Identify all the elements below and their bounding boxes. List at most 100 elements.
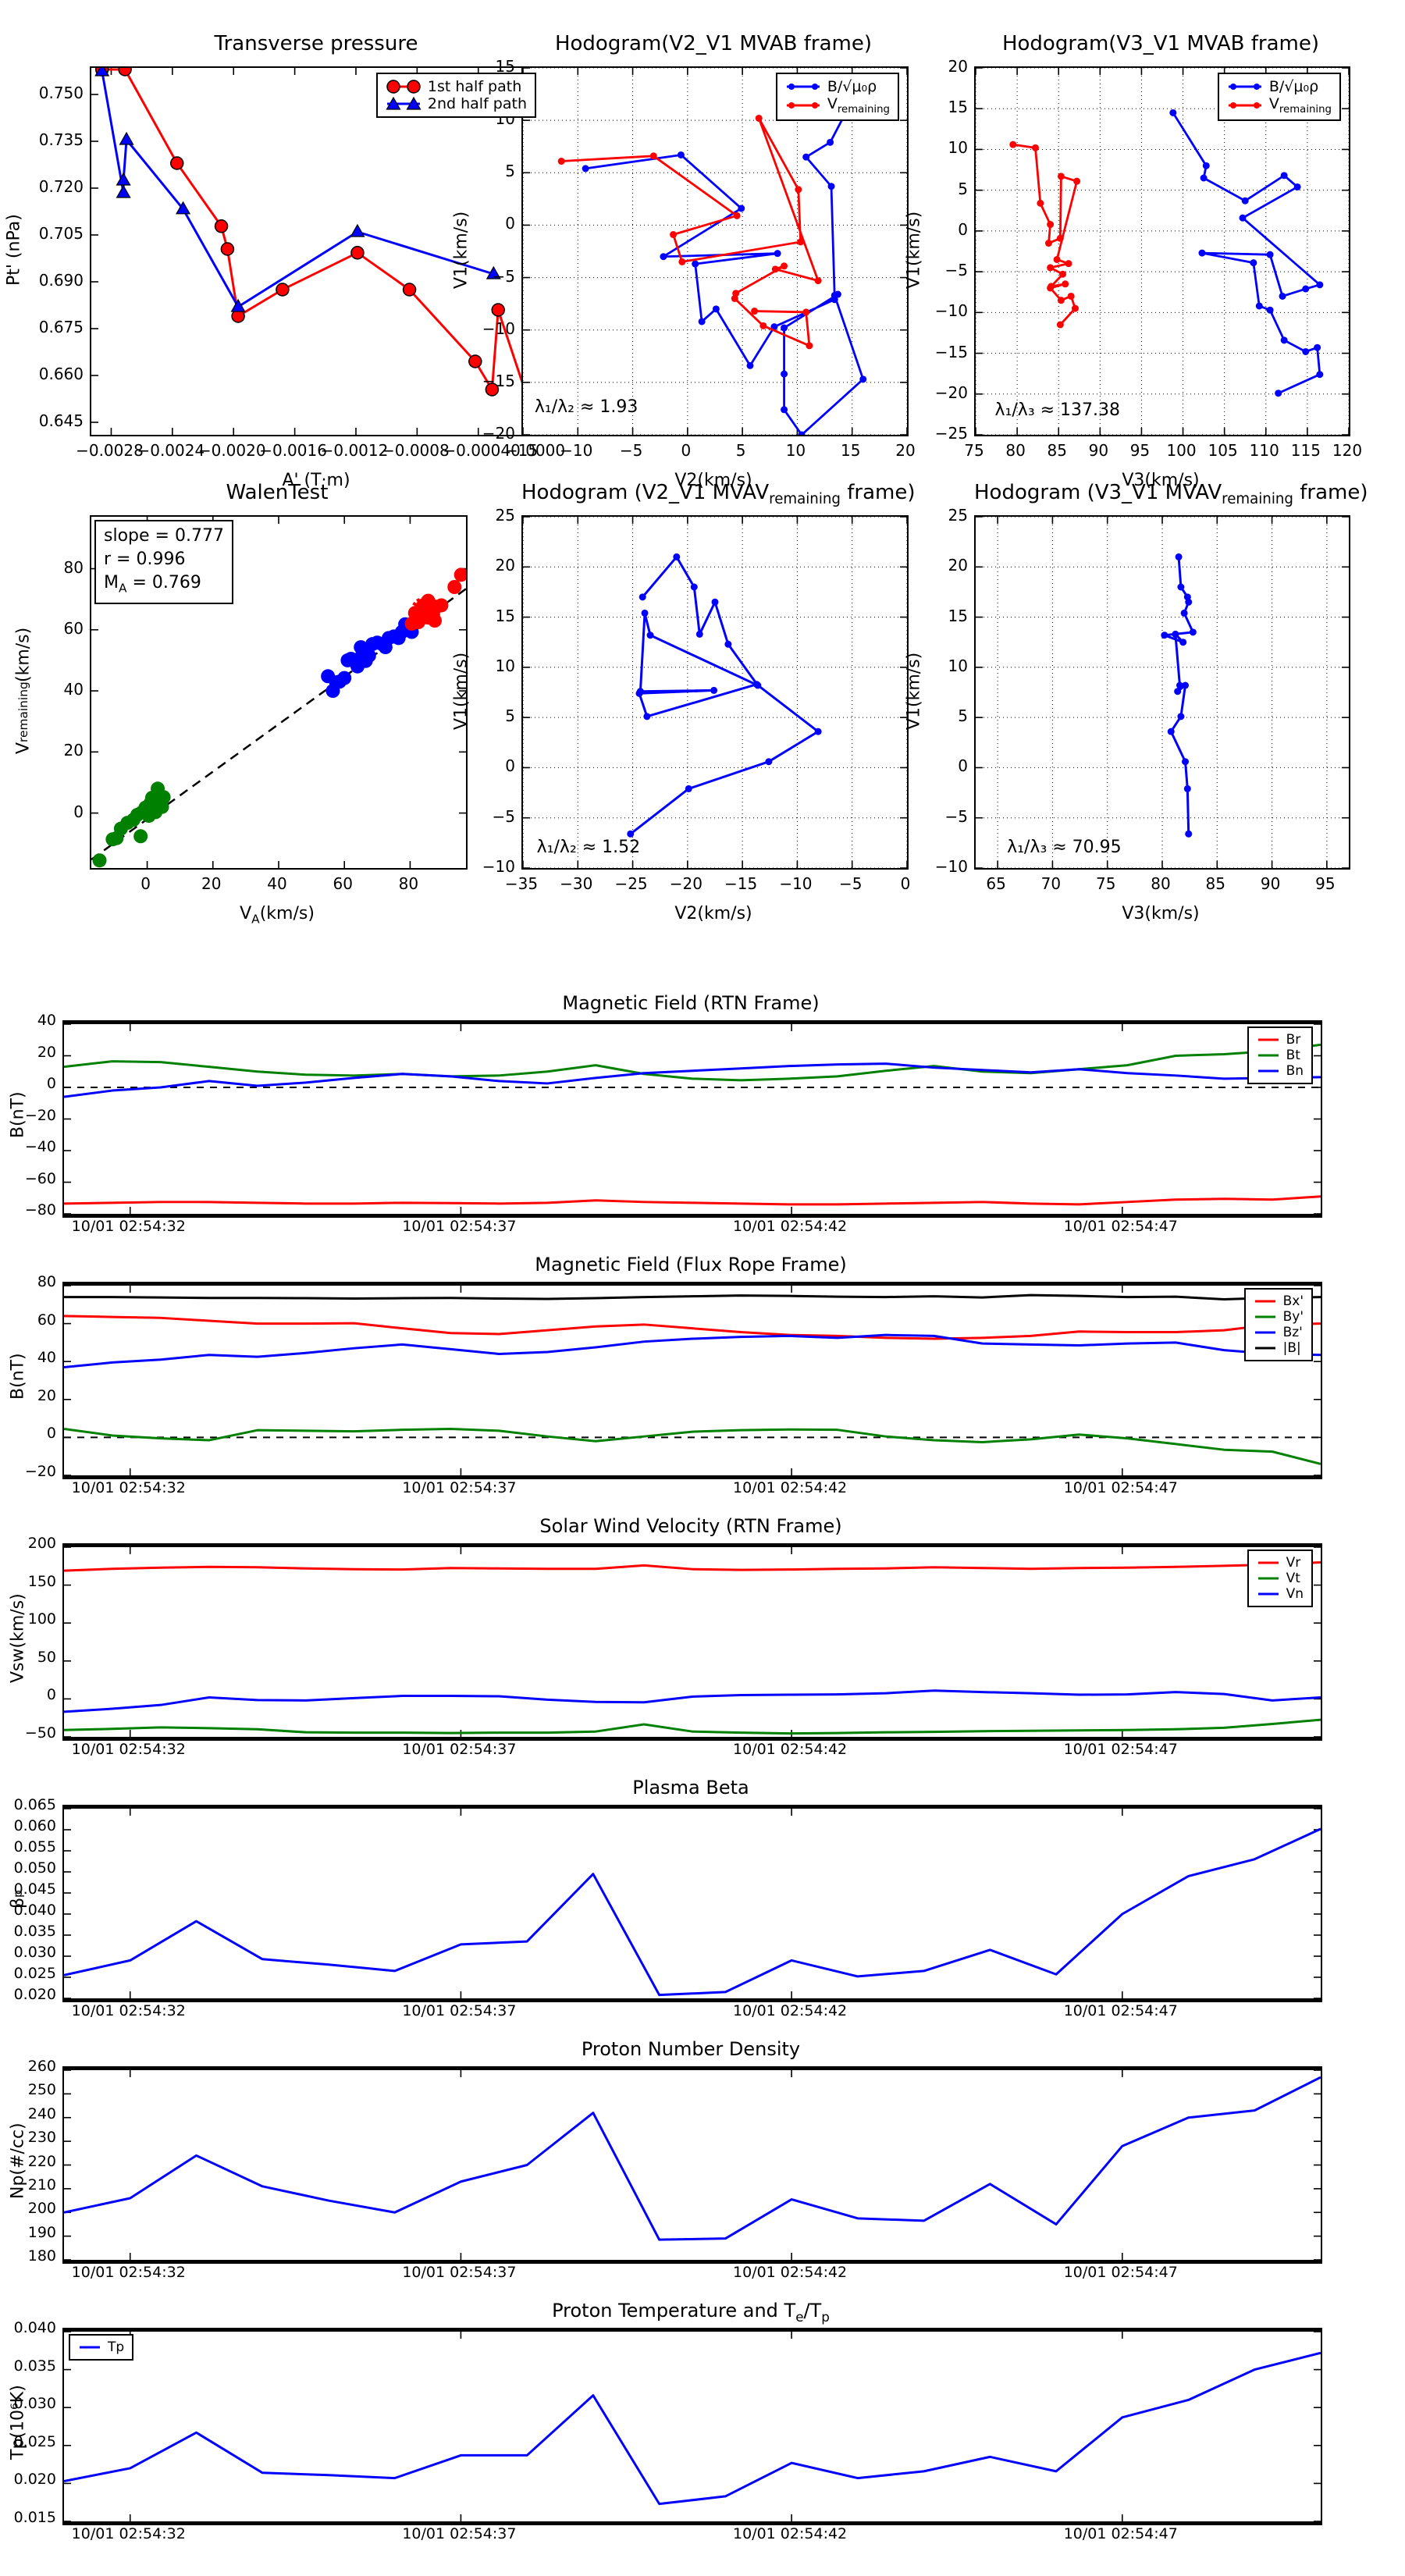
panel-title-plasma-beta: Plasma Beta: [632, 1777, 749, 1799]
y-tick-label: −15: [482, 371, 515, 390]
y-tick-label: 5: [958, 706, 968, 726]
x-tick-label: −5: [838, 874, 863, 893]
x-tick-label: −25: [614, 874, 648, 893]
panel-title-proton-number-density: Proton Number Density: [581, 2038, 801, 2060]
legend-sample-line: [386, 97, 422, 110]
legend-entry-label: Vremaining: [827, 95, 890, 116]
y-axis-label-magnetic-field-flux-rope: B(nT): [8, 1353, 28, 1400]
legend-entry: Vremaining: [785, 95, 890, 116]
x-tick-label: 80: [398, 874, 419, 893]
x-tick-label: 10/01 02:54:42: [733, 2002, 848, 2019]
y-tick-label: 0: [73, 802, 84, 821]
legend-sample-line: [1254, 1300, 1275, 1303]
y-tick-label: −20: [934, 382, 968, 402]
y-tick-label: 0.750: [38, 84, 84, 102]
axes-transverse-pressure: [90, 66, 546, 436]
y-tick-label: 15: [948, 98, 968, 117]
y-tick-label: 0: [46, 1686, 56, 1704]
x-tick-label: 10: [785, 441, 806, 460]
x-tick-label: 40: [267, 874, 287, 893]
legend-entry-label: B/√μ₀ρ: [827, 78, 877, 95]
x-tick-label: 10/01 02:54:47: [1063, 2525, 1178, 2542]
x-tick-label: 10/01 02:54:32: [71, 2264, 186, 2281]
axes-solar-wind-velocity: [62, 1543, 1322, 1741]
x-tick-label: 10/01 02:54:42: [733, 1479, 848, 1496]
y-axis-label-proton-temperature: Tp(10⁶K): [8, 2385, 28, 2460]
plot-area-proton-temperature: [64, 2332, 1321, 2521]
y-tick-label: 0: [46, 1425, 56, 1443]
y-tick-label: 150: [27, 1572, 56, 1590]
x-tick-label: 20: [895, 441, 916, 460]
x-tick-label: 0: [140, 874, 151, 893]
y-tick-label: 80: [37, 1273, 56, 1290]
legend-hodogram-v3v1-mvab: B/√μ₀ρ Vremaining: [1217, 73, 1341, 121]
y-axis-label-hodogram-v2v1-mvab: V1(km/s): [451, 211, 471, 289]
plot-area-hodogram-v3v1-mvab: [976, 68, 1349, 435]
y-tick-label: −20: [24, 1463, 56, 1480]
x-tick-label: 10/01 02:54:47: [1063, 1741, 1178, 1758]
axes-plasma-beta: [62, 1805, 1322, 2002]
x-tick-label: −0.0020: [197, 441, 266, 460]
y-tick-label: 0.025: [13, 2432, 56, 2450]
y-tick-label: 40: [37, 1349, 56, 1367]
legend-entry: Bt: [1257, 1048, 1304, 1063]
x-axis-label-transverse-pressure: A' (T·m): [282, 471, 350, 490]
legend-entry: 2nd half path: [386, 95, 527, 112]
y-tick-label: 20: [63, 741, 84, 760]
legend-magnetic-field-flux-rope: Bx' By' Bz' |B|: [1243, 1288, 1313, 1361]
legend-entry-label: B/√μ₀ρ: [1268, 78, 1319, 95]
annotation: λ₁/λ₃ ≈ 137.38: [994, 400, 1121, 420]
y-tick-label: 200: [27, 2200, 56, 2218]
legend-entry: |B|: [1254, 1340, 1304, 1356]
x-tick-label: 110: [1249, 441, 1279, 460]
y-tick-label: 50: [37, 1648, 56, 1666]
y-tick-label: 25: [495, 506, 515, 525]
x-tick-label: 120: [1332, 441, 1363, 460]
legend-entry: Vr: [1257, 1555, 1304, 1571]
legend-sample-line: [386, 80, 421, 94]
x-tick-label: 0.0000: [510, 441, 566, 460]
x-tick-label: 80: [1151, 874, 1171, 893]
y-tick-label: −50: [24, 1724, 56, 1742]
legend-sample-line: [1257, 1069, 1279, 1073]
legend-entry: Br: [1257, 1032, 1304, 1048]
x-tick-label: −5: [619, 441, 643, 460]
y-tick-label: 260: [27, 2058, 56, 2075]
y-tick-label: −25: [934, 424, 968, 443]
legend-entry: Bx': [1254, 1293, 1304, 1309]
legend-entry: B/√μ₀ρ: [785, 78, 890, 95]
x-axis-label-hodogram-v2v1-mvav: V2(km/s): [674, 904, 752, 923]
y-tick-label: 10: [948, 138, 968, 158]
panel-title-magnetic-field-rtn: Magnetic Field (RTN Frame): [562, 992, 820, 1014]
x-tick-label: −10: [560, 441, 593, 460]
y-tick-label: 5: [505, 706, 515, 726]
legend-entry: B/√μ₀ρ: [1227, 78, 1332, 95]
x-tick-label: 10/01 02:54:47: [1063, 1479, 1178, 1496]
x-tick-label: 10/01 02:54:37: [402, 2264, 517, 2281]
annotation: λ₁/λ₃ ≈ 70.95: [1007, 837, 1122, 857]
x-tick-label: 10/01 02:54:37: [402, 2525, 517, 2542]
x-tick-label: −0.0024: [137, 441, 205, 460]
y-tick-label: −5: [944, 806, 968, 826]
y-tick-label: 0.035: [13, 1923, 56, 1940]
x-tick-label: 0: [900, 874, 911, 893]
legend-entry-label: Bz': [1282, 1325, 1303, 1340]
x-axis-label-hodogram-v2v1-mvab: V2(km/s): [674, 471, 752, 490]
plot-area-hodogram-v2v1-mvab: [523, 68, 907, 435]
x-tick-label: −0.0008: [381, 441, 450, 460]
x-tick-label: 5: [735, 441, 746, 460]
x-tick-label: 95: [1129, 441, 1151, 460]
legend-entry: Vn: [1257, 1586, 1304, 1602]
panel-title-solar-wind-velocity: Solar Wind Velocity (RTN Frame): [539, 1515, 842, 1537]
annotation: λ₁/λ₂ ≈ 1.52: [536, 837, 641, 857]
x-tick-label: 10/01 02:54:32: [71, 2002, 186, 2019]
y-tick-label: 0.035: [13, 2357, 56, 2375]
y-tick-label: −10: [934, 857, 968, 876]
x-tick-label: 10/01 02:54:42: [733, 1741, 848, 1758]
x-tick-label: 75: [964, 441, 984, 460]
x-tick-label: −0.0004: [443, 441, 511, 460]
plot-area-magnetic-field-flux-rope: [64, 1286, 1321, 1475]
legend-entry-label: Vr: [1286, 1555, 1301, 1571]
y-axis-label-proton-number-density: Np(#/cc): [8, 2122, 28, 2200]
